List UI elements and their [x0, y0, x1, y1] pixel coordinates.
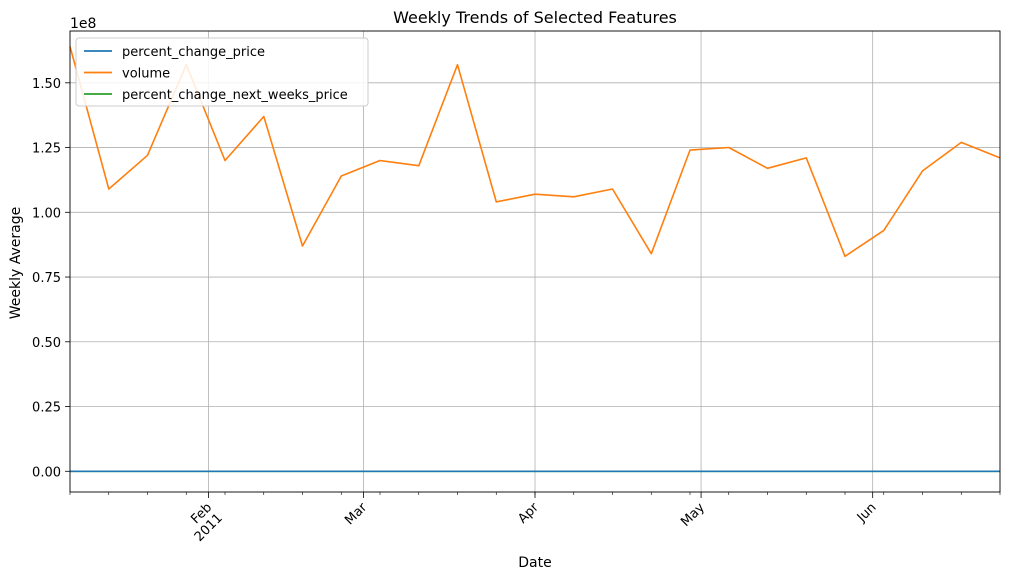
y-tick-label: 0.75	[32, 271, 61, 286]
x-axis-label: Date	[518, 555, 551, 571]
y-axis-label: Weekly Average	[8, 207, 24, 319]
y-tick-label: 0.50	[32, 336, 61, 351]
grid	[70, 31, 1000, 492]
y-tick-label: 0.00	[32, 465, 61, 480]
series-lines	[69, 46, 1001, 473]
y-tick-label: 0.25	[32, 401, 61, 416]
series-line-volume	[69, 46, 1001, 258]
legend-label: volume	[122, 67, 170, 82]
y-tick-label: 1.00	[32, 206, 61, 221]
legend-label: percent_change_next_weeks_price	[122, 88, 348, 103]
y-axis-offset-label: 1e8	[70, 16, 96, 32]
legend-label: percent_change_price	[122, 45, 265, 60]
plot-frame	[69, 30, 1001, 493]
y-tick-label: 1.25	[32, 142, 61, 157]
legend-box	[75, 37, 369, 107]
y-tick-label: 1.50	[32, 77, 61, 92]
chart-title: Weekly Trends of Selected Features	[393, 8, 677, 27]
